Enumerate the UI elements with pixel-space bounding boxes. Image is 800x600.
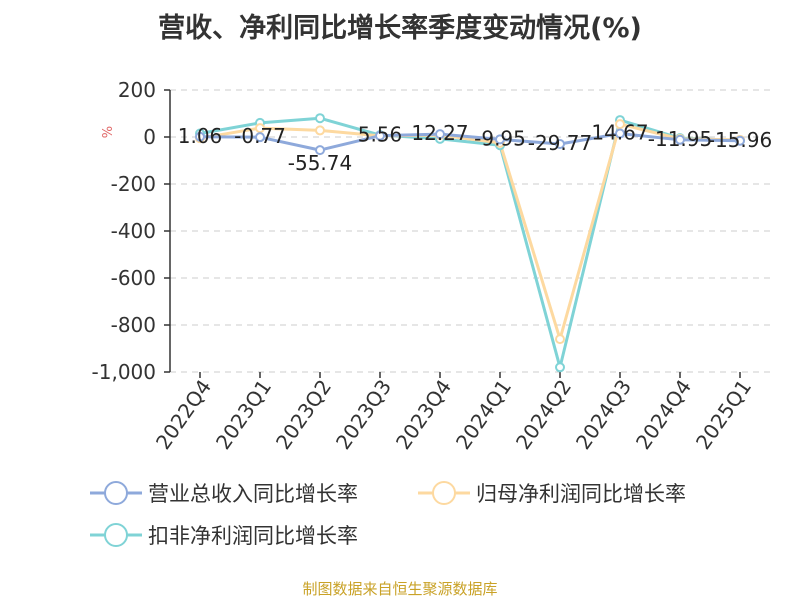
data-label: 5.56	[358, 123, 403, 147]
legend-label-revenue: 营业总收入同比增长率	[148, 482, 358, 506]
data-point-1	[555, 334, 565, 345]
series-line-1	[199, 122, 741, 341]
data-point-0	[195, 131, 205, 142]
legend-marker-deducted-profit-icon	[90, 523, 142, 547]
data-label: 1.06	[178, 124, 223, 148]
data-point-0	[255, 132, 265, 143]
x-tick-label: 2023Q1	[211, 375, 276, 454]
data-label: -29.77	[528, 131, 592, 155]
y-tick-label: -800	[111, 313, 156, 337]
series-line-2	[199, 116, 741, 369]
x-tick-label: 2024Q4	[631, 375, 696, 454]
data-point-0	[735, 135, 745, 146]
data-label: -55.74	[288, 151, 352, 175]
x-tick-label: 2023Q4	[391, 375, 456, 454]
x-tick-label: 2023Q3	[331, 375, 396, 454]
x-tick-label: 2023Q2	[271, 375, 336, 454]
data-label: -11.95	[648, 127, 712, 151]
data-label: -0.77	[234, 124, 286, 148]
x-tick-label: 2024Q3	[571, 375, 636, 454]
data-point-0	[675, 134, 685, 145]
y-tick-label: -400	[111, 219, 156, 243]
series-line-0	[199, 132, 741, 152]
legend-label-net-profit: 归母净利润同比增长率	[476, 482, 686, 506]
data-point-2	[555, 362, 565, 373]
data-label: -9.95	[474, 126, 526, 150]
x-tick-label: 2024Q2	[511, 375, 576, 454]
data-label: -15.96	[708, 128, 772, 152]
legend-marker-net-profit-icon	[418, 481, 470, 505]
y-tick-label: 0	[143, 125, 156, 149]
y-tick-label: -600	[111, 266, 156, 290]
data-point-1	[315, 125, 325, 136]
data-point-2	[315, 113, 325, 124]
data-source-note: 制图数据来自恒生聚源数据库	[302, 580, 498, 598]
data-point-0	[555, 138, 565, 149]
legend-item-deducted-profit[interactable]: 扣非净利润同比增长率	[90, 520, 358, 550]
y-axis-label: %	[101, 126, 116, 138]
y-tick-label: 200	[118, 78, 156, 102]
chart-title: 营收、净利同比增长率季度变动情况(%)	[158, 13, 642, 44]
data-label: 12.27	[411, 121, 468, 145]
data-point-0	[315, 145, 325, 156]
data-point-0	[375, 130, 385, 141]
data-point-1	[615, 119, 625, 130]
data-point-1	[255, 123, 265, 134]
y-tick-label: -1,000	[92, 360, 156, 384]
legend-marker-revenue-icon	[90, 481, 142, 505]
x-tick-label: 2024Q1	[451, 375, 516, 454]
data-point-0	[435, 129, 445, 140]
legend-item-revenue[interactable]: 营业总收入同比增长率	[90, 478, 358, 508]
x-tick-label: 2025Q1	[691, 375, 756, 454]
data-label: 14.67	[591, 121, 648, 145]
legend-item-net-profit[interactable]: 归母净利润同比增长率	[418, 478, 686, 508]
data-point-0	[615, 128, 625, 139]
legend-label-deducted-profit: 扣非净利润同比增长率	[148, 524, 358, 548]
y-tick-label: -200	[111, 172, 156, 196]
x-tick-label: 2022Q4	[151, 375, 216, 454]
data-point-0	[495, 134, 505, 145]
